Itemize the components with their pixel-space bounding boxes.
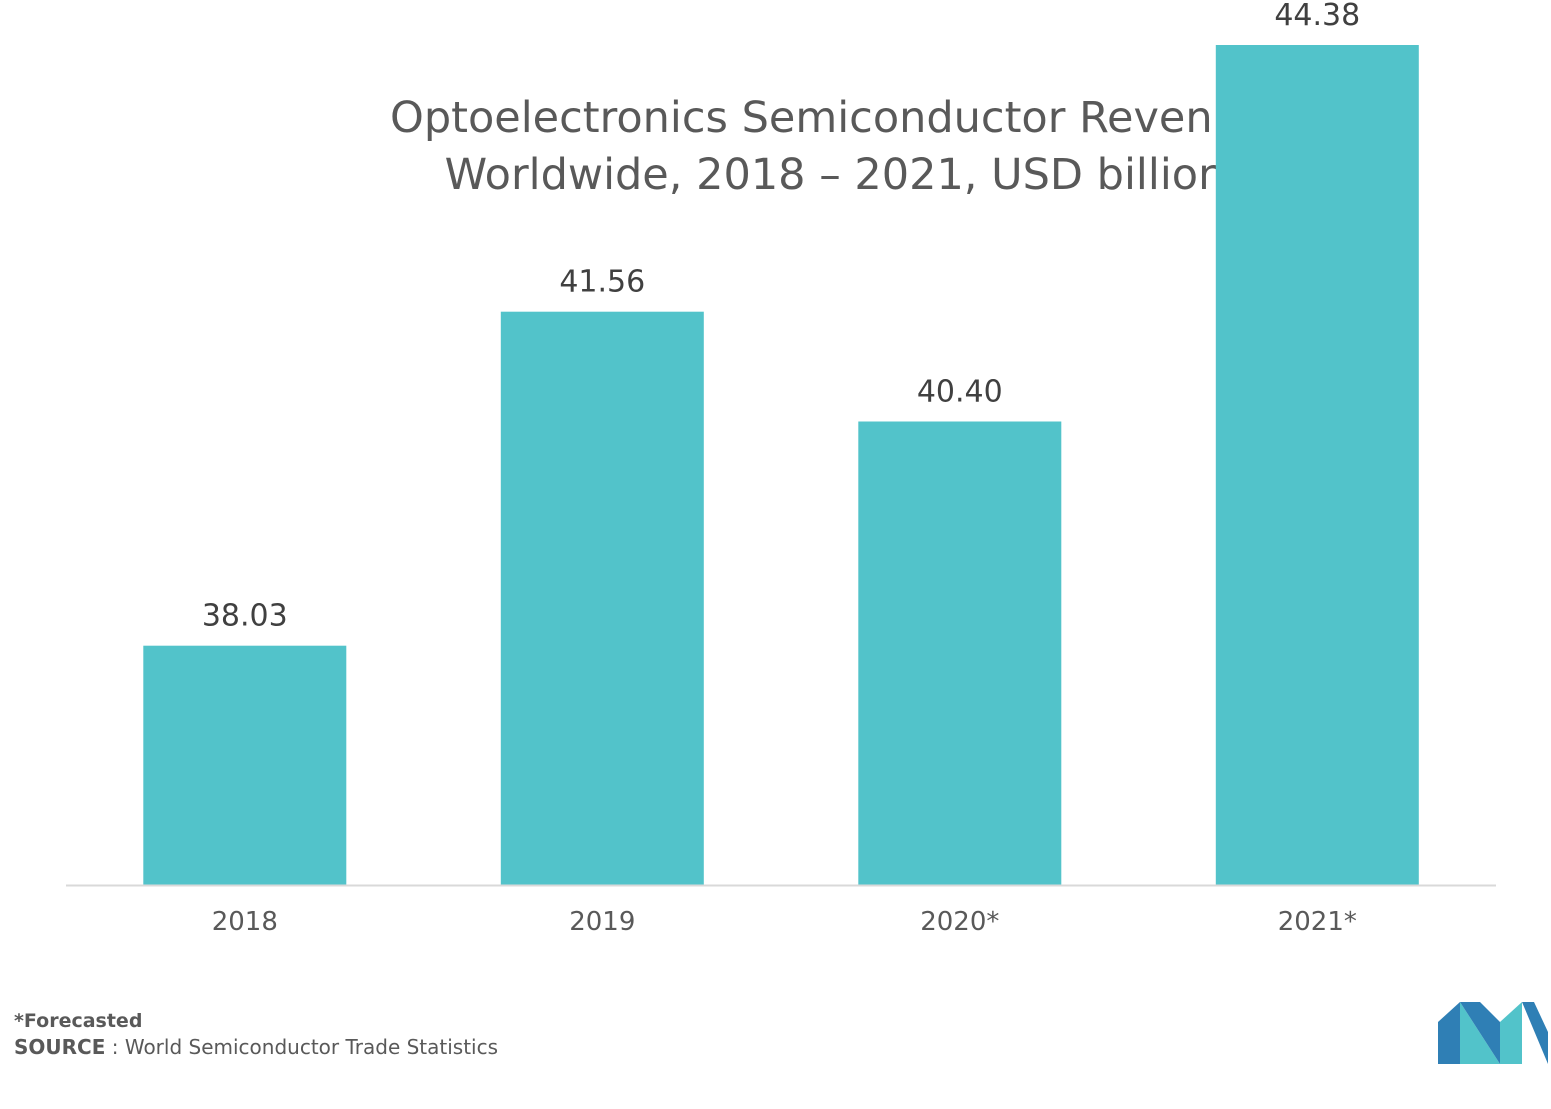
x-tick-label: 2020* (920, 907, 999, 937)
bar-2019 (500, 311, 704, 885)
x-tick-label: 2019 (569, 907, 635, 937)
x-tick-label: 2018 (212, 907, 278, 937)
mordor-intelligence-logo-icon (1438, 1002, 1548, 1064)
logo-shape-left (1438, 1002, 1460, 1064)
x-tick-label: 2021* (1278, 907, 1357, 937)
logo-shape-right-dark (1522, 1002, 1548, 1064)
source-text: World Semiconductor Trade Statistics (124, 1035, 499, 1059)
chart-title-line-1: Optoelectronics Semiconductor Revenue, (389, 93, 1281, 143)
bar-value-label: 44.38 (1274, 0, 1360, 33)
source-separator: : (105, 1035, 125, 1059)
source-label: SOURCE (14, 1035, 106, 1059)
logo-shape-mid-dark (1460, 1002, 1500, 1064)
bar-2021 (1215, 45, 1419, 885)
logo-shape-right-light (1500, 1002, 1522, 1064)
source-line: SOURCE : World Semiconductor Trade Stati… (14, 1035, 498, 1059)
bar-value-label: 38.03 (202, 599, 288, 634)
forecast-note: *Forecasted (14, 1010, 143, 1032)
bar-2020 (858, 421, 1062, 885)
chart-title-line-2: Worldwide, 2018 – 2021, USD billion (444, 150, 1226, 200)
bar-value-label: 40.40 (917, 375, 1003, 410)
bar-chart: 38.03 2018 41.56 2019 40.40 2020* 44.38 2021* (66, 0, 1496, 937)
bar-value-label: 41.56 (559, 265, 645, 300)
bar-2018 (143, 645, 347, 885)
